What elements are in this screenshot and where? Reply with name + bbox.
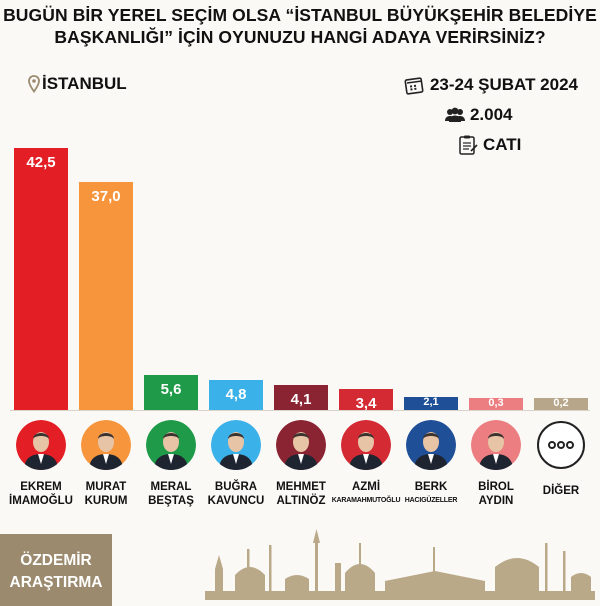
date-row: 23-24 ŞUBAT 2024 (404, 70, 578, 100)
sample-row: 2.004 (444, 100, 578, 130)
method-label: CATI (482, 135, 522, 154)
bar-6: 3,4 (339, 389, 393, 413)
candidate-name: BUĞRA KAVUNCU (196, 480, 276, 508)
candidate-name: MURAT KURUM (66, 480, 146, 508)
title-line-1: BUGÜN BİR YEREL SEÇİM OLSA “İSTANBUL BÜY… (3, 5, 597, 25)
bar-value-label: 0,3 (488, 397, 504, 409)
bar-8: 0,3 (469, 397, 523, 410)
candidate-first-name: MEHMET (276, 481, 326, 493)
brand-line-2: ARAŞTIRMA (9, 574, 103, 591)
other-icon (536, 420, 586, 470)
candidate-first-name: MERAL (150, 481, 192, 493)
candidate-avatar (276, 420, 326, 470)
candidate-last-name: İMAMOĞLU (9, 495, 73, 507)
candidate-last-name: KURUM (84, 495, 128, 507)
candidate-last-name: KAVUNCU (207, 495, 265, 507)
chart-title: BUGÜN BİR YEREL SEÇİM OLSA “İSTANBUL BÜY… (0, 4, 600, 48)
candidate-first-name: EKREM (20, 481, 62, 493)
bar-2: 37,0 (79, 181, 133, 410)
pin-icon (28, 75, 40, 93)
bar-value-label: 0,2 (553, 397, 569, 409)
bar-3: 5,6 (144, 375, 198, 410)
candidate-avatar (341, 420, 391, 470)
clipboard-icon (459, 135, 478, 155)
bar-5: 4,1 (274, 384, 328, 410)
bar-value-label: 2,1 (423, 396, 439, 409)
brand-logo: ÖZDEMİR ARAŞTIRMA (0, 534, 112, 606)
candidate-name: MERAL BEŞTAŞ (131, 480, 211, 508)
method-row: CATI (457, 130, 578, 160)
bar-1: 42,5 (14, 148, 68, 410)
candidate-avatar (81, 420, 131, 470)
bar-chart: 42,5 37,0 5,6 4,8 4,1 3,4 2,1 0,3 0,2 (0, 140, 600, 413)
sample-label: 2.004 (469, 105, 513, 124)
candidate-last-name: HACIGÜZELLER (404, 497, 458, 504)
bar-value-label: 3,4 (355, 395, 377, 413)
title-line-2: BAŞKANLIĞI” İÇİN OYUNUZU HANGİ ADAYA VER… (54, 27, 546, 47)
survey-meta: 23-24 ŞUBAT 2024 2.004 CATI (404, 70, 578, 160)
candidate-first-name: DİĞER (542, 485, 580, 497)
candidate-last-name: KARAMAHMUTOĞLU (331, 497, 401, 504)
istanbul-skyline-illustration (205, 529, 595, 600)
candidate-name: EKREM İMAMOĞLU (1, 480, 81, 508)
bar-value-label: 37,0 (91, 187, 121, 205)
bar-value-label: 42,5 (26, 154, 56, 171)
bar-value-label: 4,1 (290, 390, 312, 408)
candidate-first-name: BUĞRA (214, 481, 258, 493)
baseline (10, 410, 590, 411)
date-label: 23-24 ŞUBAT 2024 (429, 75, 578, 94)
candidate-first-name: AZMİ (351, 481, 381, 493)
candidate-name: AZMİ KARAMAHMUTOĞLU (326, 480, 406, 508)
candidate-last-name: BEŞTAŞ (148, 495, 194, 507)
bar-value-label: 5,6 (160, 381, 182, 399)
candidate-name: BERK HACIGÜZELLER (391, 480, 471, 508)
bar-4: 4,8 (209, 380, 263, 410)
people-icon (444, 107, 465, 122)
candidate-avatar (406, 420, 456, 470)
bar-9: 0,2 (534, 397, 588, 410)
calendar-icon (404, 77, 424, 95)
candidate-avatar (471, 420, 521, 470)
candidate-name: DİĞER (521, 484, 600, 498)
candidate-first-name: BİROL (478, 481, 514, 493)
candidate-avatar (16, 420, 66, 470)
brand-line-1: ÖZDEMİR (20, 552, 92, 569)
candidate-name: BİROL AYDIN (456, 480, 536, 508)
location: İSTANBUL (28, 74, 127, 94)
bar-value-label: 4,8 (225, 386, 247, 404)
candidate-last-name: ALTINÖZ (276, 495, 326, 507)
candidate-first-name: MURAT (85, 481, 127, 493)
candidate-last-name: AYDIN (478, 495, 514, 507)
candidate-avatar (211, 420, 261, 470)
bar-7: 2,1 (404, 396, 458, 410)
candidate-avatar (146, 420, 196, 470)
candidate-name: MEHMET ALTINÖZ (261, 480, 341, 508)
candidate-first-name: BERK (414, 481, 448, 493)
location-label: İSTANBUL (42, 74, 127, 93)
